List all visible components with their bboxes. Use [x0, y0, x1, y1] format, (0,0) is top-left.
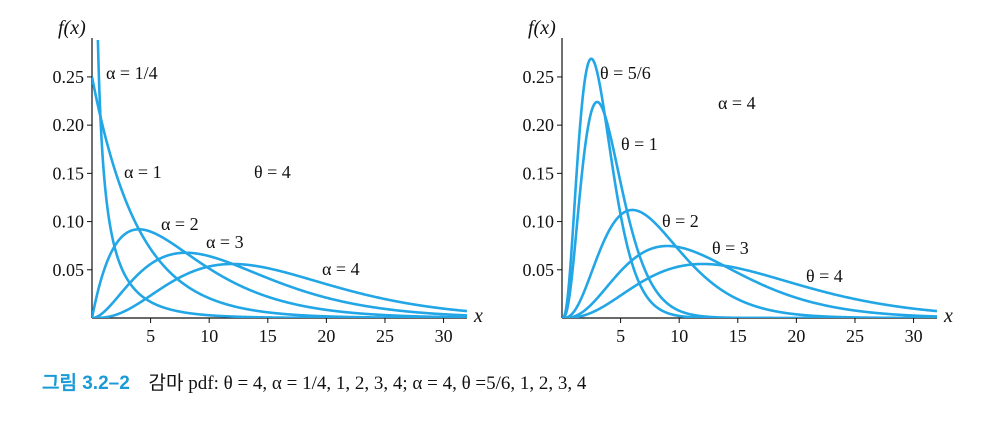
series-label-1: θ = 5/6 [600, 63, 651, 83]
y-axis-label: f(x) [58, 17, 86, 39]
gamma-pdf-figure: 5 10 15 20 25 30 0.05 0.10 0.15 0.20 0.25 x f(x) α = … [53, 17, 954, 346]
y-tick-label: 0.15 [53, 163, 85, 183]
y-tick-label: 0.20 [523, 115, 555, 135]
caption-figure-label: 그림 3.2–2 [42, 373, 130, 394]
series-line-3 [92, 228, 468, 318]
y-tick-label: 0.05 [523, 260, 555, 280]
y-axis-label: f(x) [528, 17, 556, 39]
fixed-parameter-label: α = 4 [718, 93, 756, 113]
x-tick-label: 20 [317, 326, 335, 346]
x-tick-label: 30 [435, 326, 453, 346]
x-tick-label: 25 [846, 326, 864, 346]
series-line-3 [562, 208, 938, 318]
x-tick-label: 5 [616, 326, 625, 346]
series-label-2: α = 1 [124, 162, 162, 182]
y-tick-label: 0.15 [523, 163, 555, 183]
figure-caption: 그림 3.2–2 감마 pdf: θ = 4, α = 1/4, 1, 2, 3… [42, 368, 586, 395]
x-axis-label: x [943, 305, 953, 327]
series-line-2 [92, 76, 468, 318]
x-tick-label: 20 [787, 326, 805, 346]
x-tick-label: 25 [376, 326, 394, 346]
x-tick-label: 10 [200, 326, 218, 346]
chart-panel-1: 5 10 15 20 25 30 0.05 0.10 0.15 0.20 0.25 x f(x) α = … [53, 17, 484, 346]
x-tick-label: 15 [729, 326, 747, 346]
series-label-1: α = 1/4 [106, 63, 158, 83]
y-tick-label: 0.25 [523, 67, 555, 87]
series-line-4 [92, 251, 468, 318]
y-tick-label: 0.05 [53, 260, 85, 280]
fixed-parameter-label: θ = 4 [254, 162, 291, 182]
x-tick-label: 10 [670, 326, 688, 346]
series-line-4 [562, 244, 938, 318]
series-label-4: θ = 3 [712, 238, 749, 258]
x-tick-label: 5 [146, 326, 155, 346]
series-label-5: θ = 4 [806, 266, 843, 286]
y-tick-label: 0.25 [53, 67, 85, 87]
y-tick-label: 0.10 [53, 212, 85, 232]
series-line-2 [562, 100, 938, 318]
x-axis-label: x [473, 305, 483, 327]
series-label-3: θ = 2 [662, 211, 699, 231]
series-label-3: α = 2 [161, 214, 199, 234]
series-label-4: α = 3 [206, 232, 244, 252]
series-label-2: θ = 1 [621, 134, 658, 154]
y-tick-label: 0.20 [53, 115, 85, 135]
chart-panel-2: 5 10 15 20 25 30 0.05 0.10 0.15 0.20 0.25 x f(x) θ = … [523, 17, 954, 346]
series-line-5 [562, 262, 938, 318]
series-label-5: α = 4 [322, 259, 360, 279]
series-line-5 [92, 262, 468, 318]
y-tick-label: 0.10 [523, 212, 555, 232]
x-tick-label: 30 [905, 326, 923, 346]
x-tick-label: 15 [259, 326, 277, 346]
caption-text: 감마 pdf: θ = 4, α = 1/4, 1, 2, 3, 4; α = … [148, 373, 587, 394]
